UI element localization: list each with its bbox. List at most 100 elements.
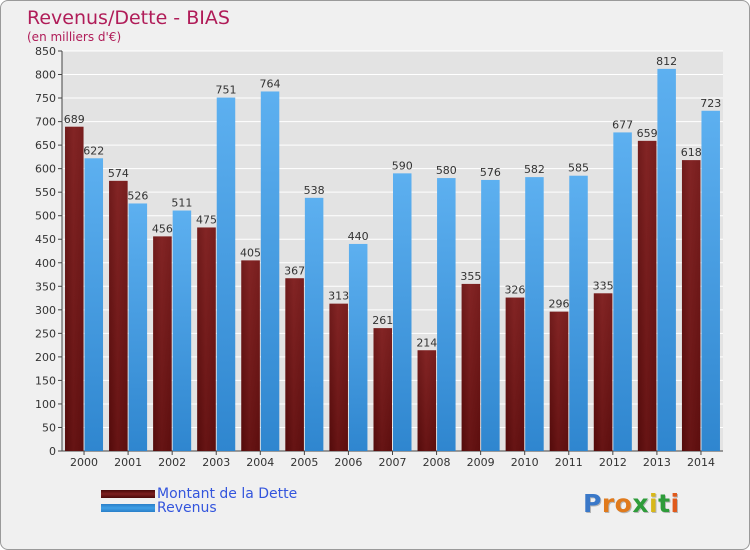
bar-revenue <box>84 158 104 451</box>
data-label-revenue: 511 <box>171 197 192 210</box>
data-label-revenue: 751 <box>215 84 236 97</box>
bar-debt-shade <box>593 293 613 451</box>
bar-debt-shade <box>681 160 701 452</box>
x-tick-label: 2007 <box>379 456 407 469</box>
data-label-debt: 355 <box>460 270 481 283</box>
bar-revenue <box>657 68 676 451</box>
data-label-revenue: 677 <box>612 118 633 131</box>
data-label-revenue: 440 <box>348 230 369 243</box>
data-label-debt: 214 <box>416 336 437 349</box>
logo-letter: x <box>632 489 649 518</box>
logo-letter: i <box>649 489 659 518</box>
bar-debt-shade <box>197 227 216 451</box>
data-label-debt: 456 <box>152 222 173 235</box>
bar-revenue <box>128 203 148 451</box>
data-label-revenue: 590 <box>392 159 413 172</box>
bar-debt-shade <box>549 311 569 451</box>
legend-label-debt: Montant de la Dette <box>157 486 298 502</box>
data-label-revenue: 582 <box>524 163 545 176</box>
data-label-revenue: 764 <box>260 77 281 90</box>
logo-letter: i <box>670 489 680 518</box>
x-tick-label: 2000 <box>70 456 98 469</box>
y-tick-label: 600 <box>35 163 56 176</box>
bar-revenue <box>348 243 368 451</box>
data-label-debt: 261 <box>372 314 393 327</box>
x-tick-label: 2013 <box>643 456 671 469</box>
x-tick-label: 2004 <box>246 456 274 469</box>
bar-debt-shade <box>329 303 348 451</box>
bar-debt-shade <box>373 328 392 451</box>
bar-revenue <box>701 110 720 451</box>
bar-revenue <box>260 91 280 452</box>
bar-debt-shade <box>153 236 172 451</box>
y-tick-label: 850 <box>35 45 56 58</box>
data-label-debt: 475 <box>196 213 217 226</box>
bar-debt-shade <box>285 278 304 451</box>
legend-swatch-revenue <box>101 504 155 512</box>
chart-title: Revenus/Dette - BIAS <box>27 7 230 29</box>
data-label-revenue: 812 <box>656 55 677 68</box>
y-tick-label: 450 <box>35 233 56 246</box>
bar-revenue <box>216 97 236 452</box>
data-label-debt: 313 <box>328 290 349 303</box>
data-label-revenue: 526 <box>127 189 148 202</box>
data-label-debt: 405 <box>240 246 261 259</box>
x-tick-label: 2009 <box>467 456 495 469</box>
bar-debt-shade <box>637 140 657 451</box>
plot-area <box>62 51 723 451</box>
data-label-debt: 296 <box>549 298 570 311</box>
y-tick-label: 750 <box>35 92 56 105</box>
data-label-revenue: 622 <box>83 144 104 157</box>
data-label-debt: 335 <box>593 279 614 292</box>
bar-revenue <box>525 177 544 451</box>
bar-debt-shade <box>241 260 260 451</box>
y-tick-label: 250 <box>35 327 56 340</box>
y-tick-label: 100 <box>35 398 56 411</box>
bar-revenue <box>613 132 632 452</box>
data-label-revenue: 576 <box>480 166 501 179</box>
data-label-debt: 618 <box>681 146 702 159</box>
legend-swatch-debt <box>101 490 155 498</box>
y-tick-label: 550 <box>35 186 56 199</box>
y-tick-label: 300 <box>35 304 56 317</box>
bar-revenue <box>569 175 588 452</box>
y-tick-label: 500 <box>35 210 56 223</box>
data-label-debt: 574 <box>108 167 129 180</box>
x-tick-label: 2001 <box>114 456 142 469</box>
x-tick-label: 2002 <box>158 456 186 469</box>
y-tick-label: 350 <box>35 280 56 293</box>
x-tick-label: 2011 <box>555 456 583 469</box>
x-tick-label: 2005 <box>290 456 318 469</box>
y-tick-label: 650 <box>35 139 56 152</box>
x-tick-label: 2012 <box>599 456 627 469</box>
bar-debt-shade <box>109 180 128 451</box>
data-label-debt: 689 <box>64 113 85 126</box>
bar-debt-shade <box>505 297 525 451</box>
bar-debt-shade <box>65 126 84 451</box>
data-label-revenue: 585 <box>568 162 589 175</box>
bar-debt-shade <box>461 283 481 451</box>
bar-revenue <box>393 173 412 451</box>
x-tick-label: 2003 <box>202 456 230 469</box>
data-label-debt: 367 <box>284 264 305 277</box>
logo-letter: t <box>658 489 671 518</box>
legend-label-revenue: Revenus <box>157 500 217 516</box>
y-tick-label: 700 <box>35 116 56 129</box>
data-label-revenue: 580 <box>436 164 457 177</box>
y-tick-label: 50 <box>42 421 56 434</box>
bar-revenue <box>172 210 192 451</box>
bar-debt-shade <box>417 350 437 451</box>
y-tick-label: 400 <box>35 257 56 270</box>
chart-subtitle: (en milliers d'€) <box>27 30 122 44</box>
bar-revenue <box>304 197 324 451</box>
data-label-debt: 326 <box>504 284 525 297</box>
y-tick-label: 0 <box>49 445 56 458</box>
logo-letter: o <box>614 489 633 518</box>
x-tick-label: 2014 <box>687 456 715 469</box>
y-tick-label: 200 <box>35 351 56 364</box>
y-tick-label: 150 <box>35 374 56 387</box>
data-label-debt: 659 <box>637 127 658 140</box>
x-tick-label: 2008 <box>423 456 451 469</box>
data-label-revenue: 723 <box>700 97 721 110</box>
